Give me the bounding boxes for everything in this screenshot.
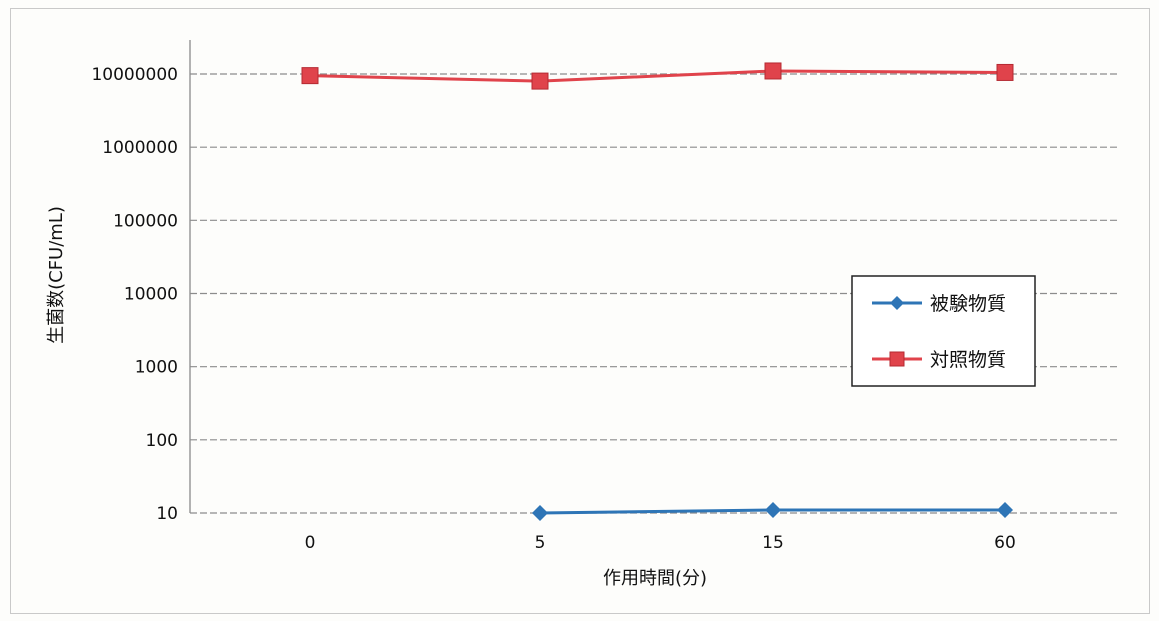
y-tick-label: 1000 <box>135 358 178 378</box>
y-tick-labels: 10 100 1000 10000 100000 1000000 10000000 <box>91 65 178 524</box>
legend-marker-control <box>889 351 905 367</box>
data-point <box>996 63 1014 81</box>
series-line <box>309 69 1006 83</box>
y-tick-label: 100000 <box>113 211 178 231</box>
x-tick-label: 5 <box>535 533 546 553</box>
y-tick-label: 10 <box>156 504 178 524</box>
legend-label-test: 被験物質 <box>930 293 1006 315</box>
series-test-substance <box>532 501 1013 521</box>
legend-label-control: 対照物質 <box>930 349 1006 371</box>
data-point <box>765 501 781 518</box>
series-control-substance <box>301 62 1014 90</box>
data-point <box>997 501 1013 518</box>
data-point <box>301 67 319 85</box>
legend: 被験物質 対照物質 <box>851 275 1036 387</box>
y-tick-label: 10000 <box>124 285 178 305</box>
series-layer <box>301 62 1014 521</box>
chart-frame <box>10 8 1150 614</box>
legend-item-control-substance: 対照物質 <box>872 349 1006 371</box>
x-tick-label: 60 <box>994 533 1016 553</box>
x-tick-label: 0 <box>305 533 316 553</box>
y-tick-label: 10000000 <box>91 65 178 85</box>
legend-item-test-substance: 被験物質 <box>872 293 1006 315</box>
x-axis-title: 作用時間(分) <box>603 568 707 589</box>
y-tick-label: 1000000 <box>102 138 178 158</box>
legend-box <box>851 275 1036 387</box>
data-point <box>764 62 782 80</box>
y-axis-title: 生菌数(CFU/mL) <box>46 206 67 344</box>
x-tick-label: 15 <box>762 533 784 553</box>
y-tick-label: 100 <box>146 431 178 451</box>
data-point <box>532 505 548 521</box>
data-point <box>531 72 549 90</box>
x-tick-labels: 0 5 15 60 <box>305 533 1016 553</box>
legend-marker-test <box>890 296 904 310</box>
